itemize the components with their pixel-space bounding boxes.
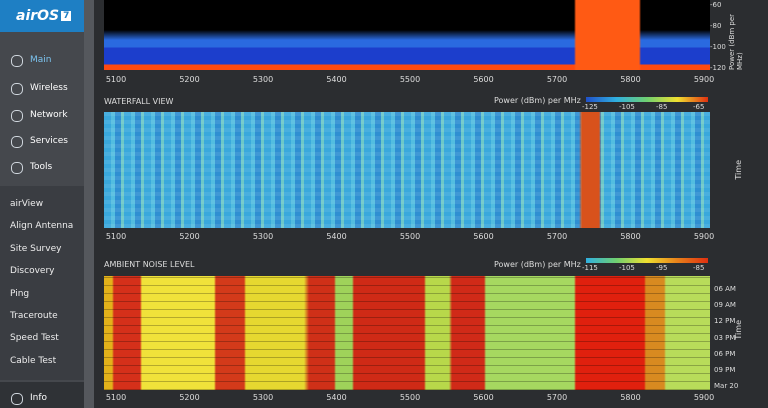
nav-item[interactable]: Services — [0, 136, 84, 148]
x-tick-label: 5100 — [105, 232, 127, 241]
x-tick-label: 5500 — [399, 393, 421, 402]
x-tick-label: 5800 — [620, 393, 641, 402]
y-tick-label: 09 PM — [714, 366, 736, 374]
waterfall-title: WATERFALL VIEW — [104, 97, 174, 106]
y-tick-label: -120 — [710, 64, 726, 72]
nav-item[interactable]: Network — [0, 110, 84, 122]
ambient-legend-bar — [586, 258, 708, 263]
y-tick-label: -100 — [710, 43, 726, 51]
waterfall-legend-title: Power (dBm) per MHz — [494, 96, 581, 105]
footer-item[interactable]: Info — [0, 393, 84, 405]
tool-item[interactable]: Ping — [10, 288, 30, 299]
x-tick-label: 5300 — [252, 393, 274, 402]
x-tick-label: 5200 — [179, 232, 200, 241]
x-tick-label: 5300 — [252, 232, 274, 241]
x-tick-label: 5100 — [105, 75, 127, 84]
tool-item[interactable]: Cable Test — [10, 355, 57, 366]
legend-tick: -105 — [619, 103, 635, 111]
x-tick-label: 5400 — [326, 75, 347, 84]
x-tick-label: 5900 — [693, 75, 715, 84]
legend-tick: -115 — [582, 264, 598, 272]
x-tick-label: 5900 — [693, 232, 715, 241]
x-tick-label: 5600 — [473, 75, 494, 84]
legend-tick: -85 — [656, 103, 668, 111]
x-tick-label: 5600 — [473, 232, 494, 241]
x-tick-label: 5200 — [179, 393, 200, 402]
ambient-plot — [104, 276, 710, 390]
ambient-title: AMBIENT NOISE LEVEL — [104, 260, 195, 269]
legend-tick: -95 — [656, 264, 668, 272]
nav-item[interactable]: Wireless — [0, 83, 84, 95]
submenu — [0, 186, 84, 380]
spectrum-plot — [104, 0, 710, 70]
x-tick-label: 5300 — [252, 75, 274, 84]
y-tick-label: -60 — [710, 1, 722, 9]
x-tick-label: 5400 — [326, 393, 347, 402]
y-tick-label: Mar 20 — [714, 382, 739, 391]
tool-item[interactable]: Align Antenna — [10, 221, 74, 232]
nav-item[interactable]: Main — [0, 55, 84, 67]
waterfall-plot — [104, 112, 710, 228]
x-tick-label: 5800 — [620, 232, 641, 241]
x-tick-label: 5700 — [546, 232, 568, 241]
logo[interactable]: airOS 7 — [0, 0, 84, 32]
tool-item[interactable]: Discovery — [10, 266, 55, 277]
y-tick-label: 06 AM — [714, 285, 736, 293]
y-tick-label: -80 — [710, 22, 722, 30]
tool-item[interactable]: Site Survey — [10, 243, 62, 254]
nav-item[interactable]: Tools — [0, 162, 84, 174]
x-tick-label: 5900 — [693, 393, 715, 402]
legend-tick: -85 — [693, 264, 705, 272]
x-tick-label: 5400 — [326, 232, 347, 241]
x-tick-label: 5100 — [105, 393, 127, 402]
spectrum-y-axis: Power (dBm per MHz) — [728, 13, 744, 70]
x-tick-label: 5700 — [546, 75, 568, 84]
tool-item[interactable]: Traceroute — [10, 311, 58, 321]
x-tick-label: 5200 — [179, 75, 200, 84]
x-tick-label: 5500 — [399, 232, 421, 241]
x-tick-label: 5600 — [473, 393, 494, 402]
y-tick-label: 12 PM — [714, 317, 736, 326]
tool-item[interactable]: airView — [10, 199, 44, 209]
logo-text: airOS — [16, 8, 60, 24]
version: 7 — [61, 11, 72, 21]
x-tick-label: 5500 — [399, 75, 421, 84]
legend-tick: -65 — [693, 103, 705, 111]
waterfall-y-axis: Time — [734, 160, 743, 180]
y-tick-label: 03 PM — [714, 333, 736, 342]
legend-tick: -105 — [619, 264, 635, 272]
x-tick-label: 5800 — [620, 75, 641, 84]
tool-item[interactable]: Speed Test — [10, 333, 59, 344]
legend-tick: -125 — [582, 103, 598, 111]
scrollbar[interactable] — [84, 0, 94, 408]
y-tick-label: 09 AM — [714, 301, 736, 310]
ambient-legend-title: Power (dBm) per MHz — [494, 260, 581, 269]
y-tick-label: 06 PM — [714, 349, 736, 358]
waterfall-legend-bar — [586, 97, 708, 102]
x-tick-label: 5700 — [546, 393, 568, 402]
